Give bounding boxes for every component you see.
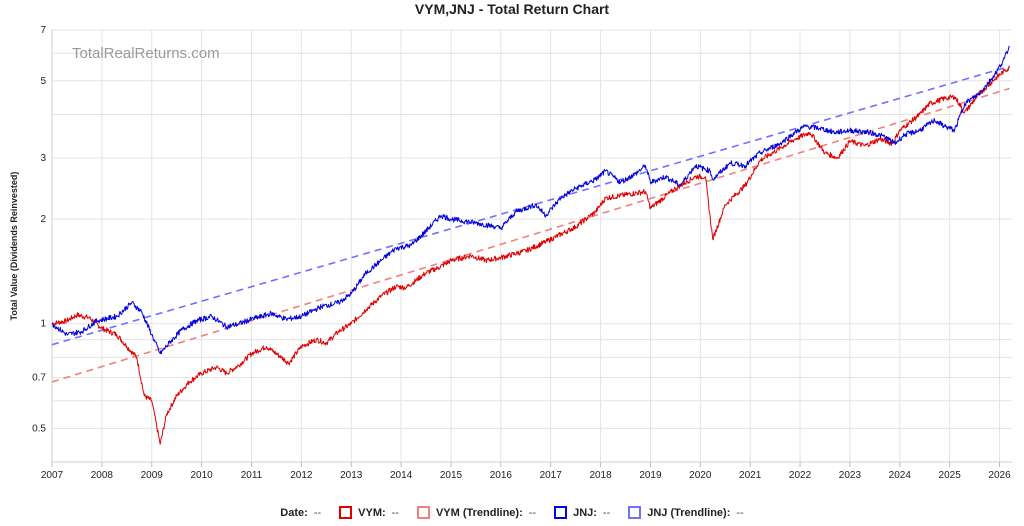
y-tick-label: 0.5 — [32, 423, 46, 434]
x-tick-label: 2008 — [91, 470, 114, 481]
legend-item-vym[interactable]: VYM: -- — [339, 506, 399, 519]
y-axis-label: Total Value (Dividends Reinvested) — [9, 172, 19, 321]
legend-label-jnj-trendline: JNJ (Trendline): — [647, 507, 730, 519]
legend-date-value: -- — [314, 507, 321, 519]
x-tick-label: 2016 — [490, 470, 513, 481]
x-tick-label: 2021 — [739, 470, 762, 481]
legend-label-vym-trendline: VYM (Trendline): — [436, 507, 523, 519]
y-tick-label: 1 — [40, 319, 46, 330]
legend-swatch-vym — [339, 506, 352, 519]
legend-date-label: Date: — [280, 507, 308, 519]
x-tick-label: 2011 — [241, 470, 263, 481]
legend-swatch-jnj — [554, 506, 567, 519]
watermark-text: TotalRealReturns.com — [72, 45, 220, 62]
x-tick-label: 2026 — [988, 470, 1011, 481]
x-tick-label: 2022 — [789, 470, 812, 481]
x-tick-label: 2025 — [939, 470, 962, 481]
x-tick-label: 2017 — [540, 470, 563, 481]
series-line-vym[interactable] — [52, 66, 1010, 444]
x-tick-label: 2013 — [340, 470, 363, 481]
chart-plot[interactable]: 2007 2008 2009 2010 2011 2012 2013 2014 2015 2016… — [0, 0, 1024, 500]
x-tick-label: 2018 — [589, 470, 612, 481]
y-tick-label: 0.7 — [32, 373, 46, 384]
legend-item-jnj[interactable]: JNJ: -- — [554, 506, 610, 519]
legend-swatch-jnj-trendline — [628, 506, 641, 519]
legend-date: Date: -- — [280, 507, 321, 519]
x-tick-label: 2024 — [889, 470, 912, 481]
legend-value-jnj: -- — [603, 507, 610, 519]
y-tick-label: 7 — [40, 25, 46, 36]
x-tick-label: 2009 — [141, 470, 164, 481]
legend-item-vym-trendline[interactable]: VYM (Trendline): -- — [417, 506, 536, 519]
legend-value-jnj-trendline: -- — [736, 507, 743, 519]
x-tick-label: 2012 — [290, 470, 313, 481]
y-tick-label: 2 — [40, 214, 46, 225]
axis-layer: 2007 2008 2009 2010 2011 2012 2013 2014 2015 2016… — [32, 25, 1012, 481]
legend-swatch-vym-trendline — [417, 506, 430, 519]
series-layer — [52, 46, 1010, 444]
series-line-jnj[interactable] — [52, 46, 1010, 354]
x-tick-label: 2015 — [440, 470, 463, 481]
legend: Date: -- VYM: -- VYM (Trendline): -- JNJ… — [0, 506, 1024, 519]
x-tick-label: 2023 — [839, 470, 862, 481]
x-tick-label: 2007 — [41, 470, 64, 481]
legend-label-jnj: JNJ: — [573, 507, 597, 519]
grid-layer — [52, 30, 1012, 462]
x-tick-label: 2020 — [689, 470, 712, 481]
legend-value-vym-trendline: -- — [529, 507, 536, 519]
y-tick-label: 3 — [40, 153, 46, 164]
y-tick-label: 5 — [40, 76, 46, 87]
legend-item-jnj-trendline[interactable]: JNJ (Trendline): -- — [628, 506, 743, 519]
series-line-jnj-trendline[interactable] — [52, 66, 1010, 344]
x-tick-label: 2010 — [190, 470, 213, 481]
legend-value-vym: -- — [392, 507, 399, 519]
x-tick-label: 2019 — [639, 470, 662, 481]
legend-label-vym: VYM: — [358, 507, 386, 519]
x-tick-label: 2014 — [390, 470, 413, 481]
